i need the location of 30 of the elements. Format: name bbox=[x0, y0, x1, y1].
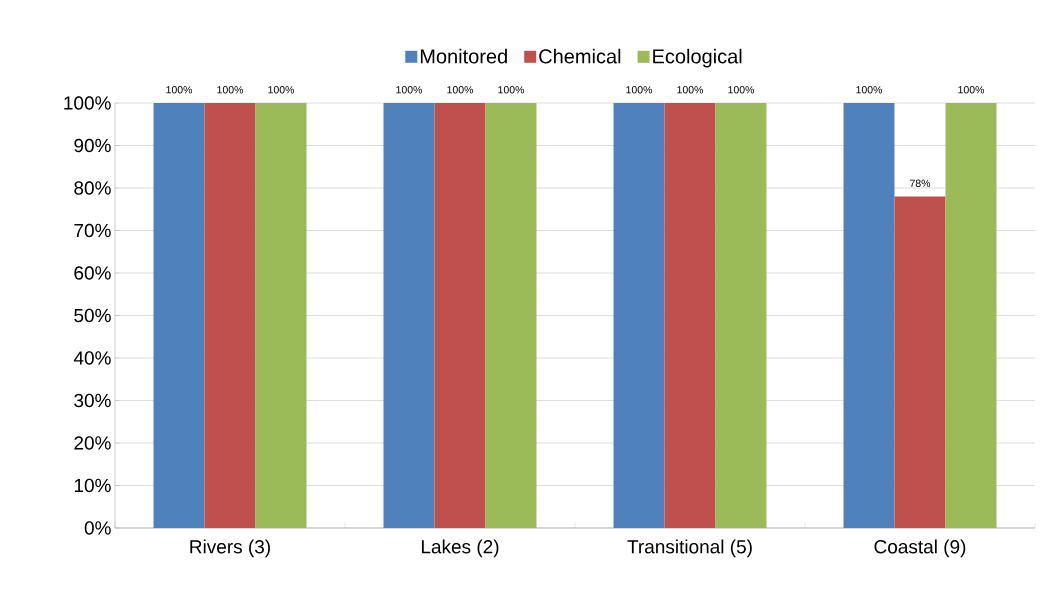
y-tick-label: 50% bbox=[74, 308, 111, 323]
data-label: 100% bbox=[217, 86, 244, 94]
data-label: 100% bbox=[447, 86, 474, 94]
data-label: 100% bbox=[498, 86, 525, 94]
data-label: 100% bbox=[958, 86, 985, 94]
data-label: 100% bbox=[677, 86, 704, 94]
y-tick-label: 40% bbox=[73, 351, 111, 365]
x-tick-label: Lakes (2) bbox=[421, 539, 499, 558]
y-tick-label: 90% bbox=[74, 138, 111, 153]
y-tick-label: 60% bbox=[74, 266, 111, 280]
data-label: 100% bbox=[728, 86, 755, 94]
x-tick-label: Transitional (5) bbox=[627, 539, 752, 558]
data-label: 100% bbox=[856, 86, 883, 94]
x-tick-label: Coastal (9) bbox=[874, 539, 966, 558]
data-label: 78% bbox=[910, 179, 931, 187]
legend-label: Monitored bbox=[420, 48, 507, 64]
data-label: 100% bbox=[396, 86, 423, 94]
data-label: 100% bbox=[268, 86, 295, 94]
legend-label: Ecological bbox=[653, 48, 742, 68]
data-label: 100% bbox=[626, 86, 653, 94]
y-tick-label: 20% bbox=[74, 436, 111, 450]
y-tick-label: 10% bbox=[74, 478, 111, 493]
y-tick-label: 70% bbox=[74, 223, 111, 238]
legend-label: Chemical bbox=[539, 48, 621, 64]
y-tick-label: 30% bbox=[74, 393, 111, 408]
y-tick-label: 100% bbox=[64, 96, 111, 110]
y-tick-label: 0% bbox=[84, 521, 111, 535]
data-label: 100% bbox=[166, 86, 193, 94]
x-tick-label: Rivers (3) bbox=[190, 539, 270, 558]
y-tick-label: 80% bbox=[74, 181, 111, 195]
